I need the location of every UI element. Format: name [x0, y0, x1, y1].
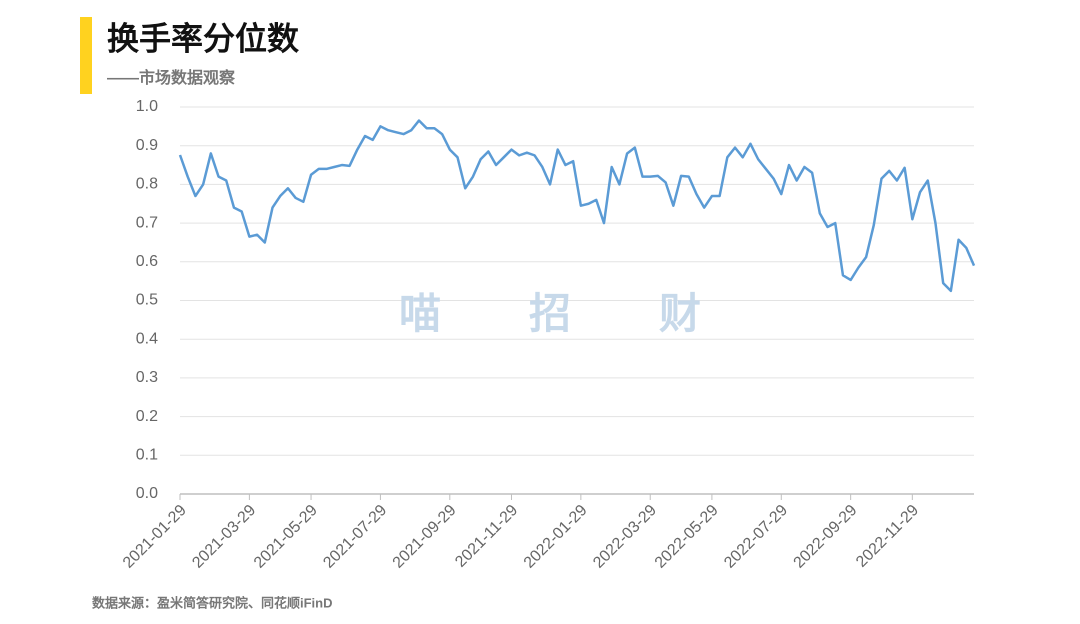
x-tick-label: 2021-01-29: [120, 502, 190, 572]
y-tick-label: 0.1: [136, 447, 158, 464]
data-line: [178, 119, 976, 293]
y-tick-label: 0.9: [136, 137, 158, 154]
watermark: 招: [529, 290, 571, 337]
y-tick-label: 0.0: [136, 485, 158, 502]
x-tick-label: 2021-11-29: [452, 502, 521, 571]
x-tick-label: 2021-03-29: [189, 502, 259, 572]
y-tick-label: 0.7: [136, 214, 158, 231]
source-note: 数据来源：盈米简答研究院、同花顺iFinD: [92, 595, 333, 610]
y-tick-label: 0.5: [136, 292, 158, 309]
x-tick-label: 2021-07-29: [320, 502, 390, 572]
y-tick-label: 0.4: [136, 330, 158, 347]
x-tick-label: 2022-05-29: [652, 502, 722, 572]
accent-bar: [80, 17, 92, 94]
x-tick-label: 2021-05-29: [251, 502, 321, 572]
x-tick-label: 2022-09-29: [791, 502, 861, 572]
watermark: 喵: [399, 290, 441, 337]
x-tick-label: 2022-01-29: [521, 502, 591, 572]
x-tick-label: 2022-11-29: [853, 502, 922, 571]
y-tick-label: 0.2: [136, 408, 158, 425]
x-tick-label: 2022-03-29: [590, 502, 660, 572]
watermark: 财: [659, 290, 701, 337]
chart-subtitle: ——市场数据观察: [107, 68, 236, 87]
y-tick-label: 0.3: [136, 369, 158, 386]
x-tick-label: 2021-09-29: [390, 502, 460, 572]
y-tick-label: 0.8: [136, 176, 158, 193]
x-tick-label: 2022-07-29: [721, 502, 791, 572]
chart-title: 换手率分位数: [107, 20, 300, 56]
y-tick-label: 0.6: [136, 253, 158, 270]
y-tick-label: 1.0: [136, 98, 158, 115]
